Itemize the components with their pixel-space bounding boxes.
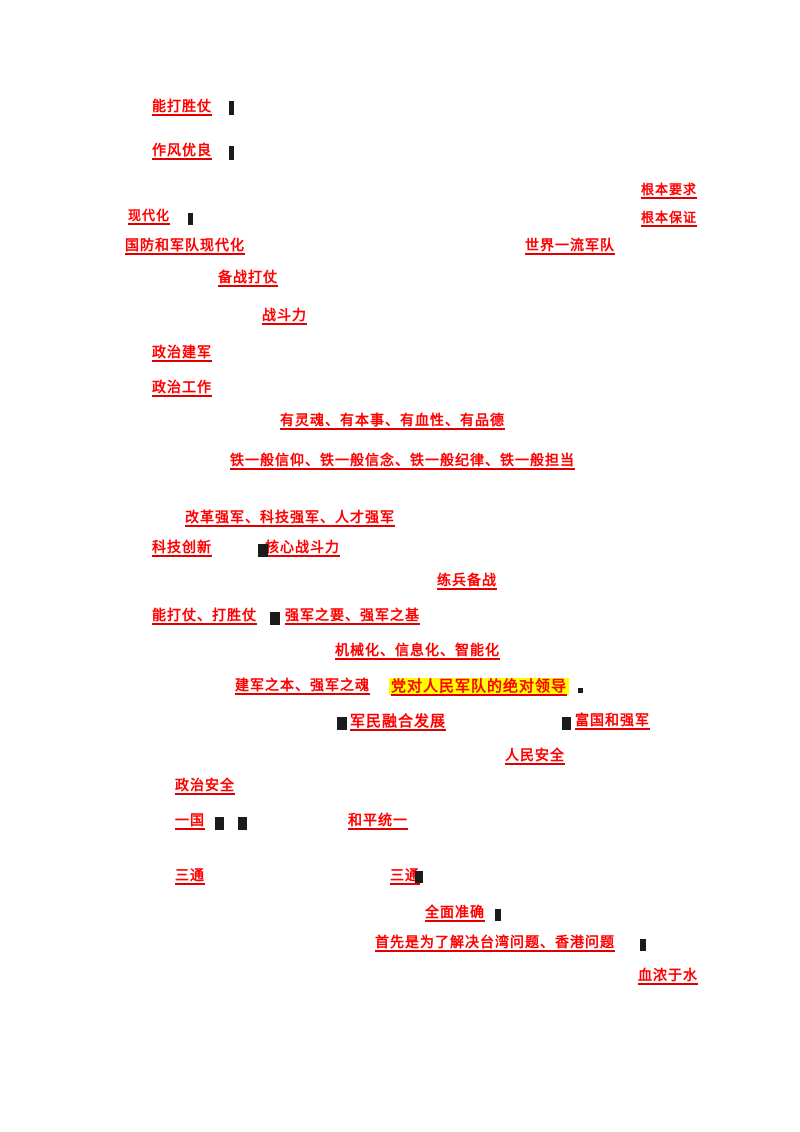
text-fragment — [640, 939, 646, 951]
answer-text: 能打胜仗 — [152, 99, 212, 115]
answer-text: 强军之要、强军之基 — [285, 608, 420, 624]
text-fragment — [270, 612, 280, 625]
answer-text: 军民融合发展 — [350, 712, 447, 730]
text-fragment — [188, 213, 193, 225]
answer-text: 作风优良 — [152, 143, 212, 159]
answer-text: 首先是为了解决台湾问题、香港问题 — [375, 935, 615, 951]
answer-text: 政治工作 — [152, 380, 212, 396]
answer-text: 人民安全 — [505, 748, 565, 764]
text-fragment — [562, 717, 571, 730]
answer-text: 备战打仗 — [218, 270, 278, 286]
answer-text: 根本保证 — [641, 211, 698, 226]
text-fragment — [258, 544, 268, 557]
answer-text: 核心战斗力 — [265, 540, 340, 556]
answer-text: 一国 — [175, 813, 205, 829]
answer-text: 能打仗、打胜仗 — [152, 608, 257, 624]
answer-text: 机械化、信息化、智能化 — [335, 643, 500, 659]
text-fragment — [337, 717, 347, 730]
answer-text: 三通 — [175, 868, 205, 884]
text-fragment — [495, 909, 501, 921]
answer-text: 政治建军 — [152, 345, 212, 361]
answer-text: 有灵魂、有本事、有血性、有品德 — [280, 413, 505, 429]
answer-text: 建军之本、强军之魂 — [235, 678, 370, 694]
answer-text: 血浓于水 — [638, 968, 698, 984]
text-fragment — [415, 871, 423, 883]
text-fragment — [238, 817, 247, 830]
answer-text: 国防和军队现代化 — [125, 238, 245, 254]
answer-text: 现代化 — [128, 209, 171, 224]
answer-text: 三通 — [390, 868, 420, 884]
answer-text: 铁一般信仰、铁一般信念、铁一般纪律、铁一般担当 — [230, 453, 575, 469]
answer-text: 和平统一 — [348, 813, 408, 829]
text-fragment — [215, 817, 224, 830]
answer-text: 全面准确 — [425, 905, 485, 921]
answer-text: 练兵备战 — [437, 573, 497, 589]
answer-text: 科技创新 — [152, 540, 212, 556]
answer-text: 战斗力 — [262, 308, 307, 324]
text-fragment — [229, 101, 234, 115]
answer-text: 改革强军、科技强军、人才强军 — [185, 510, 395, 526]
answer-text: 富国和强军 — [575, 713, 650, 729]
answer-text: 政治安全 — [175, 778, 235, 794]
text-fragment — [578, 688, 583, 693]
answer-text: 世界一流军队 — [525, 238, 615, 254]
highlighted-answer-text: 党对人民军队的绝对领导 — [389, 677, 570, 695]
text-fragment — [229, 146, 234, 160]
answer-text: 根本要求 — [641, 183, 698, 198]
